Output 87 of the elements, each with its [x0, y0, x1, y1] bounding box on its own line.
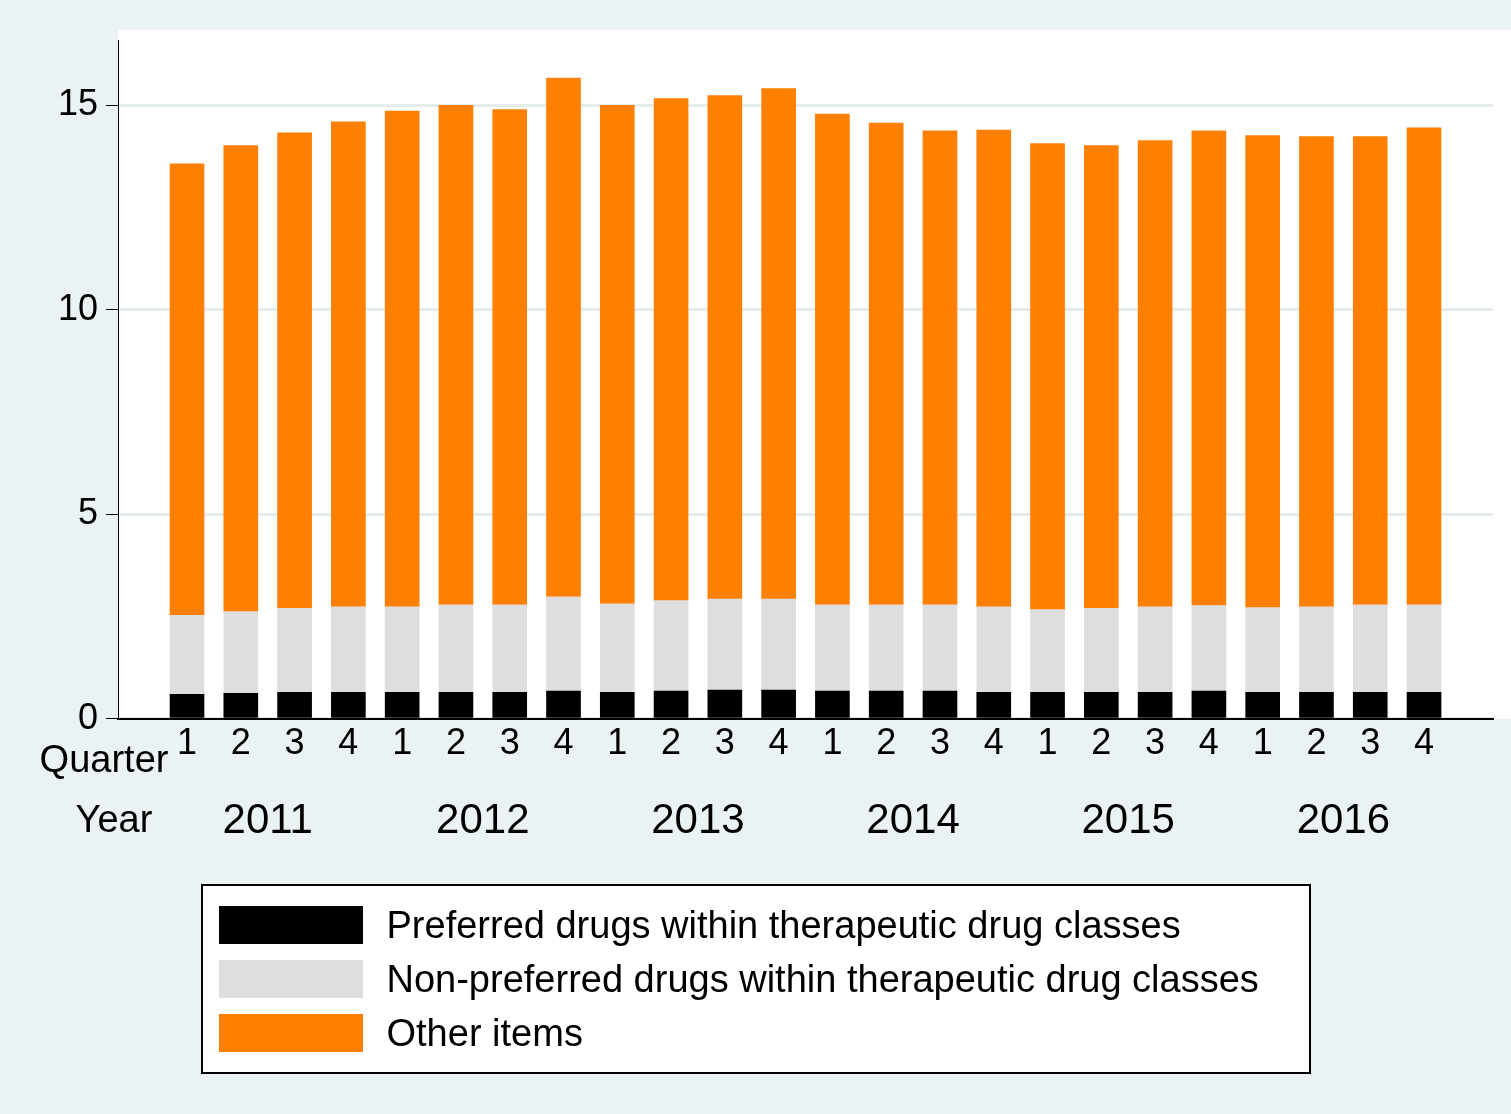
bar: [169, 163, 205, 616]
x-tick-label: 2: [230, 721, 251, 763]
bar: [169, 615, 205, 695]
x-tick-label: 4: [1414, 721, 1435, 763]
bar: [492, 109, 528, 606]
x-tick-label: 3: [714, 721, 735, 763]
x-tick-label: 1: [1252, 721, 1273, 763]
bar: [1406, 127, 1442, 606]
x-tick-label: 1: [607, 721, 628, 763]
legend-label: Preferred drugs within therapeutic drug classes: [386, 903, 1181, 947]
bar: [1191, 605, 1227, 692]
x-tick-label: 2: [876, 721, 897, 763]
x-tick-label: 4: [768, 721, 789, 763]
bar: [438, 105, 474, 606]
x-tick-label: 1: [1037, 721, 1058, 763]
x-tick-label: 4: [338, 721, 359, 763]
text: 2015: [1081, 795, 1175, 843]
text: 2014: [866, 795, 960, 843]
bar: [331, 121, 366, 608]
bar: [546, 596, 581, 692]
bar: [1030, 609, 1065, 693]
bar: [1245, 135, 1280, 608]
bar: [331, 606, 366, 693]
bar: [1245, 607, 1280, 693]
bar: [1083, 145, 1119, 609]
x-tick-label: 3: [1145, 721, 1166, 763]
bar: [1352, 136, 1388, 606]
bar: [1137, 140, 1173, 608]
x-tick-label: 2: [1306, 721, 1327, 763]
x-tick-label: 2: [445, 721, 466, 763]
x-tick-label: 4: [553, 721, 574, 763]
bar: [1299, 136, 1334, 608]
bar: [384, 110, 420, 608]
bar: [223, 611, 259, 694]
x-tick-label: 3: [1360, 721, 1381, 763]
y-tick-label: 10: [58, 286, 99, 328]
y-tick-label: 0: [78, 695, 99, 737]
text: 2012: [436, 795, 530, 843]
text: 2016: [1296, 795, 1391, 843]
bar: [653, 600, 689, 692]
bar: [1137, 606, 1173, 693]
bar: [438, 604, 474, 693]
x-tick-label: 2: [1091, 721, 1112, 763]
bar: [976, 606, 1012, 693]
bar: [1406, 604, 1442, 693]
text: 2013: [651, 795, 745, 843]
bar: [653, 98, 689, 601]
bar: [546, 77, 581, 598]
bar: [922, 130, 958, 606]
bar: [1352, 604, 1388, 693]
x-tick-label: 1: [822, 721, 843, 763]
legend-label: Other items: [386, 1011, 583, 1055]
bar: [277, 608, 312, 693]
x-tick-label: 1: [392, 721, 413, 763]
y-tick-label: 15: [58, 82, 99, 124]
bar: [922, 604, 958, 692]
bar: [707, 95, 743, 600]
bar: [599, 603, 635, 693]
legend-label: Non-preferred drugs within therapeutic drug classes: [386, 957, 1259, 1001]
text: Year: [75, 798, 153, 841]
bar: [1083, 608, 1119, 693]
x-tick-label: 3: [929, 721, 950, 763]
bar: [976, 129, 1012, 608]
bar: [815, 604, 850, 692]
bar: [761, 88, 796, 600]
y-tick-label: 5: [78, 491, 99, 533]
bar: [868, 604, 904, 692]
bar: [707, 598, 743, 691]
x-tick-label: 1: [177, 721, 198, 763]
bar: [277, 132, 312, 609]
x-tick-label: 4: [983, 721, 1004, 763]
bar: [761, 598, 796, 691]
bar: [1030, 143, 1065, 610]
bar: [815, 113, 850, 606]
bar: [384, 606, 420, 693]
bar: [1191, 130, 1227, 606]
text: Quarter: [39, 738, 169, 781]
bar: [223, 145, 259, 612]
x-tick-label: 3: [284, 721, 305, 763]
x-tick-label: 4: [1198, 721, 1219, 763]
bar: [868, 122, 904, 606]
bar: [599, 105, 635, 605]
x-tick-label: 2: [661, 721, 682, 763]
bar: [1299, 606, 1334, 693]
bar: [492, 604, 528, 693]
text: 2011: [222, 795, 313, 843]
x-tick-label: 3: [499, 721, 520, 763]
